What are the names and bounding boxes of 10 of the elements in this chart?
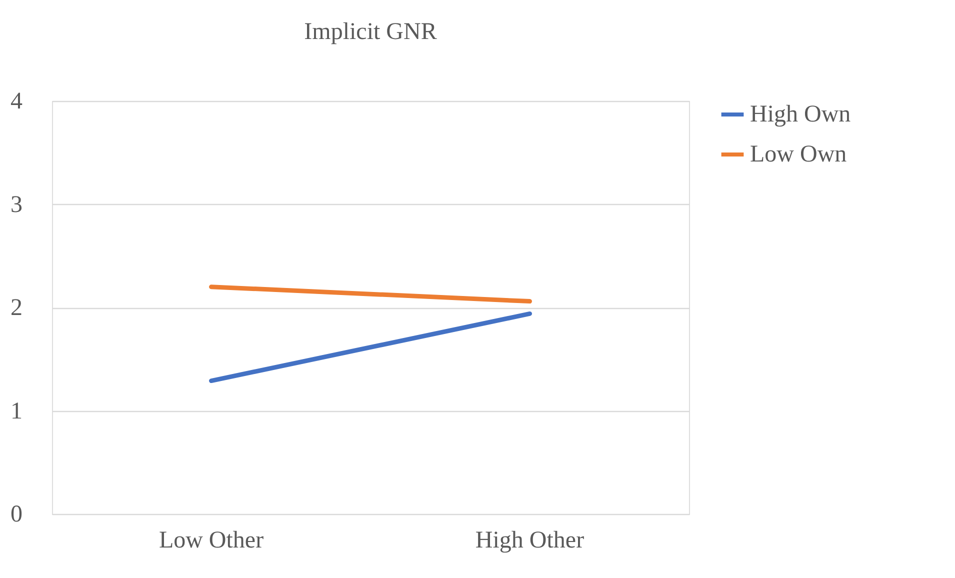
- y-tick-label: 1: [10, 398, 22, 424]
- chart-title: Implicit GNR: [304, 19, 437, 45]
- y-tick-label: 0: [10, 502, 22, 528]
- legend-label: High Own: [750, 102, 851, 128]
- y-tick-label: 2: [10, 295, 22, 321]
- legend-label: Low Own: [750, 142, 847, 168]
- y-tick-label: 4: [10, 88, 22, 114]
- x-tick-label: High Other: [475, 528, 584, 554]
- y-tick-label: 3: [10, 192, 22, 218]
- x-tick-label: Low Other: [158, 528, 264, 554]
